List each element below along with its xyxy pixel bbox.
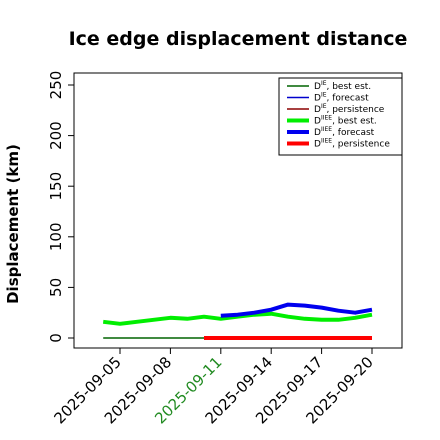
plot-frame — [73, 72, 403, 349]
legend-entry: DIIEE, forecast — [314, 126, 375, 138]
legend-entry-suffix: , forecast — [327, 94, 370, 104]
legend-entry-suffix: , persistence — [327, 105, 385, 115]
legend-entry: DIE, best est. — [314, 80, 371, 92]
y-axis-label: Displacement (km) — [4, 144, 22, 304]
legend-entry-base: D — [314, 140, 321, 150]
y-tick-label: 100 — [47, 222, 65, 251]
legend-entry-sup: IE — [321, 92, 327, 99]
legend-entry-sup: IIEE — [321, 126, 332, 133]
legend-entry-suffix: , best est. — [327, 82, 372, 92]
y-tick-label: 150 — [47, 172, 65, 201]
legend-entry-suffix: , forecast — [332, 128, 375, 138]
y-tick-label: 0 — [47, 333, 65, 343]
legend-entry-base: D — [314, 117, 321, 127]
y-axis: 0 50 100 150 200 250 — [47, 71, 74, 343]
legend-entry: DIE, forecast — [314, 92, 369, 104]
legend-entry-sup: IE — [321, 103, 327, 110]
y-tick-label: 250 — [47, 71, 65, 100]
series-line — [220, 302, 373, 318]
legend-entry-base: D — [314, 105, 321, 115]
legend-entry-base: D — [314, 94, 321, 104]
legend-entry: DIE, persistence — [314, 103, 385, 115]
legend-entry: DIIEE, best est. — [314, 115, 377, 127]
x-axis: 2025-09-052025-09-082025-09-112025-09-14… — [50, 348, 377, 427]
legend-entry-sup: IE — [321, 80, 327, 87]
legend-entry-suffix: , best est. — [332, 117, 377, 127]
y-tick-label: 50 — [47, 278, 65, 297]
series-group — [102, 302, 373, 340]
legend-entry-base: D — [314, 128, 321, 138]
legend-entry-base: D — [314, 82, 321, 92]
legend-entry-suffix: , persistence — [332, 140, 390, 150]
chart-title: Ice edge displacement distance — [69, 28, 408, 50]
legend-entry: DIIEE, persistence — [314, 138, 390, 150]
legend-entry-sup: IIEE — [321, 115, 332, 122]
y-tick-label: 200 — [47, 121, 65, 150]
legend-entry-sup: IIEE — [321, 138, 332, 145]
